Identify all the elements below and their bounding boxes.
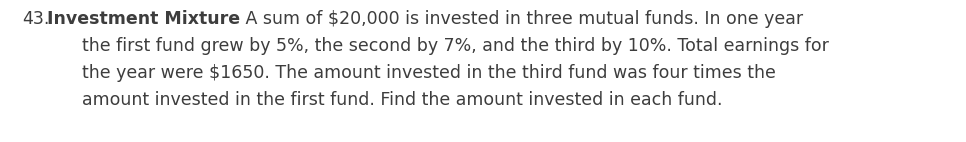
Text: Investment Mixture: Investment Mixture [47,10,241,28]
Text: amount invested in the first fund. Find the amount invested in each fund.: amount invested in the first fund. Find … [60,91,723,109]
Text: A sum of $20,000 is invested in three mutual funds. In one year: A sum of $20,000 is invested in three mu… [241,10,804,28]
Text: the first fund grew by 5%, the second by 7%, and the third by 10%. Total earning: the first fund grew by 5%, the second by… [60,37,829,55]
Text: 43.: 43. [22,10,49,28]
Text: the year were $1650. The amount invested in the third fund was four times the: the year were $1650. The amount invested… [60,64,776,82]
